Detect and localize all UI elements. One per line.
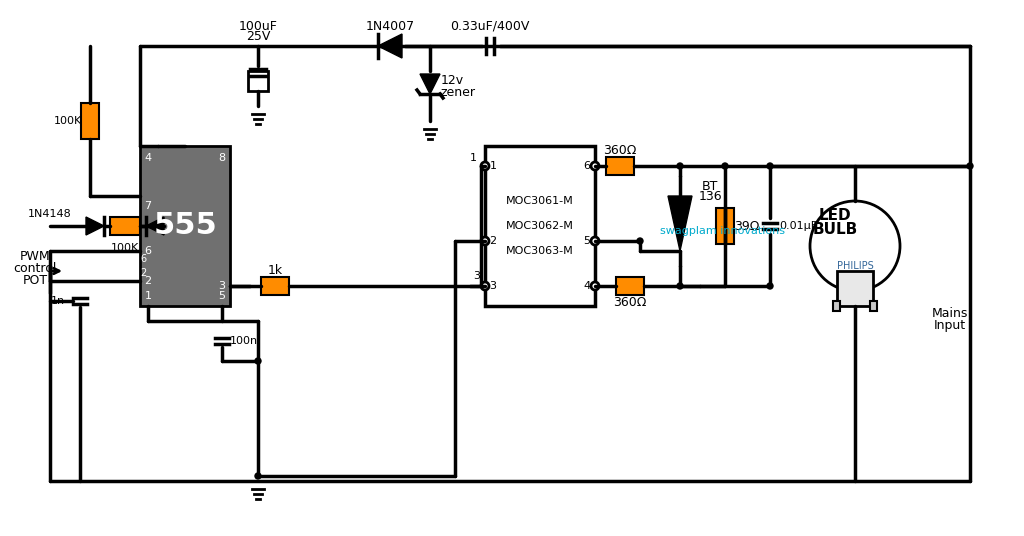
Text: 100K: 100K <box>54 116 82 126</box>
Circle shape <box>967 163 973 169</box>
Circle shape <box>677 283 683 289</box>
Circle shape <box>255 358 261 364</box>
Polygon shape <box>420 74 440 94</box>
Text: BULB: BULB <box>812 221 858 236</box>
Text: Input: Input <box>934 319 966 332</box>
Text: 2: 2 <box>144 276 152 286</box>
Bar <box>116 220 134 232</box>
Text: 1n: 1n <box>51 296 66 306</box>
Circle shape <box>637 238 643 244</box>
Text: 2: 2 <box>489 236 497 246</box>
Text: BT: BT <box>701 180 718 192</box>
Circle shape <box>767 283 773 289</box>
Circle shape <box>481 162 489 170</box>
Text: 360Ω: 360Ω <box>613 295 647 309</box>
Text: swagplam innovations: swagplam innovations <box>660 226 785 236</box>
Circle shape <box>722 163 728 169</box>
Circle shape <box>591 282 599 290</box>
Text: 4: 4 <box>584 281 591 291</box>
Text: 1k: 1k <box>267 264 283 277</box>
Polygon shape <box>378 34 402 58</box>
Text: 0.01μF: 0.01μF <box>779 221 817 231</box>
Text: 25V: 25V <box>246 31 270 43</box>
Bar <box>833 301 840 311</box>
Text: 3: 3 <box>218 281 225 291</box>
Text: zener: zener <box>440 86 475 99</box>
Text: 1: 1 <box>489 161 497 171</box>
Circle shape <box>591 237 599 245</box>
Text: 3: 3 <box>473 271 480 281</box>
Bar <box>140 146 230 306</box>
Circle shape <box>810 201 900 291</box>
Text: 1N4007: 1N4007 <box>366 19 415 33</box>
Bar <box>870 301 877 311</box>
Text: MOC3061-M: MOC3061-M <box>506 196 573 206</box>
Text: 0.33uF/400V: 0.33uF/400V <box>451 19 529 33</box>
Circle shape <box>481 282 489 290</box>
Bar <box>261 277 289 295</box>
Bar <box>837 271 873 306</box>
Text: 100n: 100n <box>230 336 258 346</box>
Text: MOC3062-M: MOC3062-M <box>506 221 573 231</box>
Text: 1: 1 <box>469 153 476 163</box>
Bar <box>616 277 644 295</box>
Text: 1: 1 <box>144 291 152 301</box>
Polygon shape <box>668 196 692 251</box>
Text: 5: 5 <box>584 236 591 246</box>
Text: 2: 2 <box>140 268 146 278</box>
Text: Mains: Mains <box>932 307 968 320</box>
Text: 100uF: 100uF <box>239 19 278 33</box>
Bar <box>716 208 734 244</box>
Circle shape <box>677 163 683 169</box>
Text: 555: 555 <box>154 212 217 241</box>
Polygon shape <box>146 217 164 235</box>
Text: 5: 5 <box>218 291 225 301</box>
Text: 7: 7 <box>144 201 152 211</box>
Bar <box>248 71 268 91</box>
Text: POT: POT <box>23 273 47 287</box>
Text: 136: 136 <box>698 190 722 203</box>
Text: 6: 6 <box>584 161 591 171</box>
Bar <box>485 146 595 306</box>
Text: 6: 6 <box>140 254 146 264</box>
Bar <box>606 157 634 175</box>
Text: 100K: 100K <box>111 243 139 253</box>
Bar <box>110 217 140 235</box>
Text: MOC3063-M: MOC3063-M <box>506 246 573 256</box>
Text: 360Ω: 360Ω <box>603 144 637 157</box>
Text: 6: 6 <box>144 246 152 256</box>
Text: 3: 3 <box>489 281 497 291</box>
Circle shape <box>767 163 773 169</box>
Bar <box>81 103 99 139</box>
Text: 39Ω: 39Ω <box>734 220 760 233</box>
Circle shape <box>255 473 261 479</box>
Polygon shape <box>86 217 104 235</box>
Circle shape <box>481 237 489 245</box>
Text: control: control <box>13 262 56 274</box>
Text: LED: LED <box>818 209 851 224</box>
Text: 12v: 12v <box>440 75 464 87</box>
Circle shape <box>591 162 599 170</box>
Text: PHILIPS: PHILIPS <box>837 261 873 271</box>
Text: PWM: PWM <box>19 249 50 263</box>
Text: 4: 4 <box>144 153 152 163</box>
Text: 1N4148: 1N4148 <box>28 209 72 219</box>
Text: 8: 8 <box>218 153 225 163</box>
